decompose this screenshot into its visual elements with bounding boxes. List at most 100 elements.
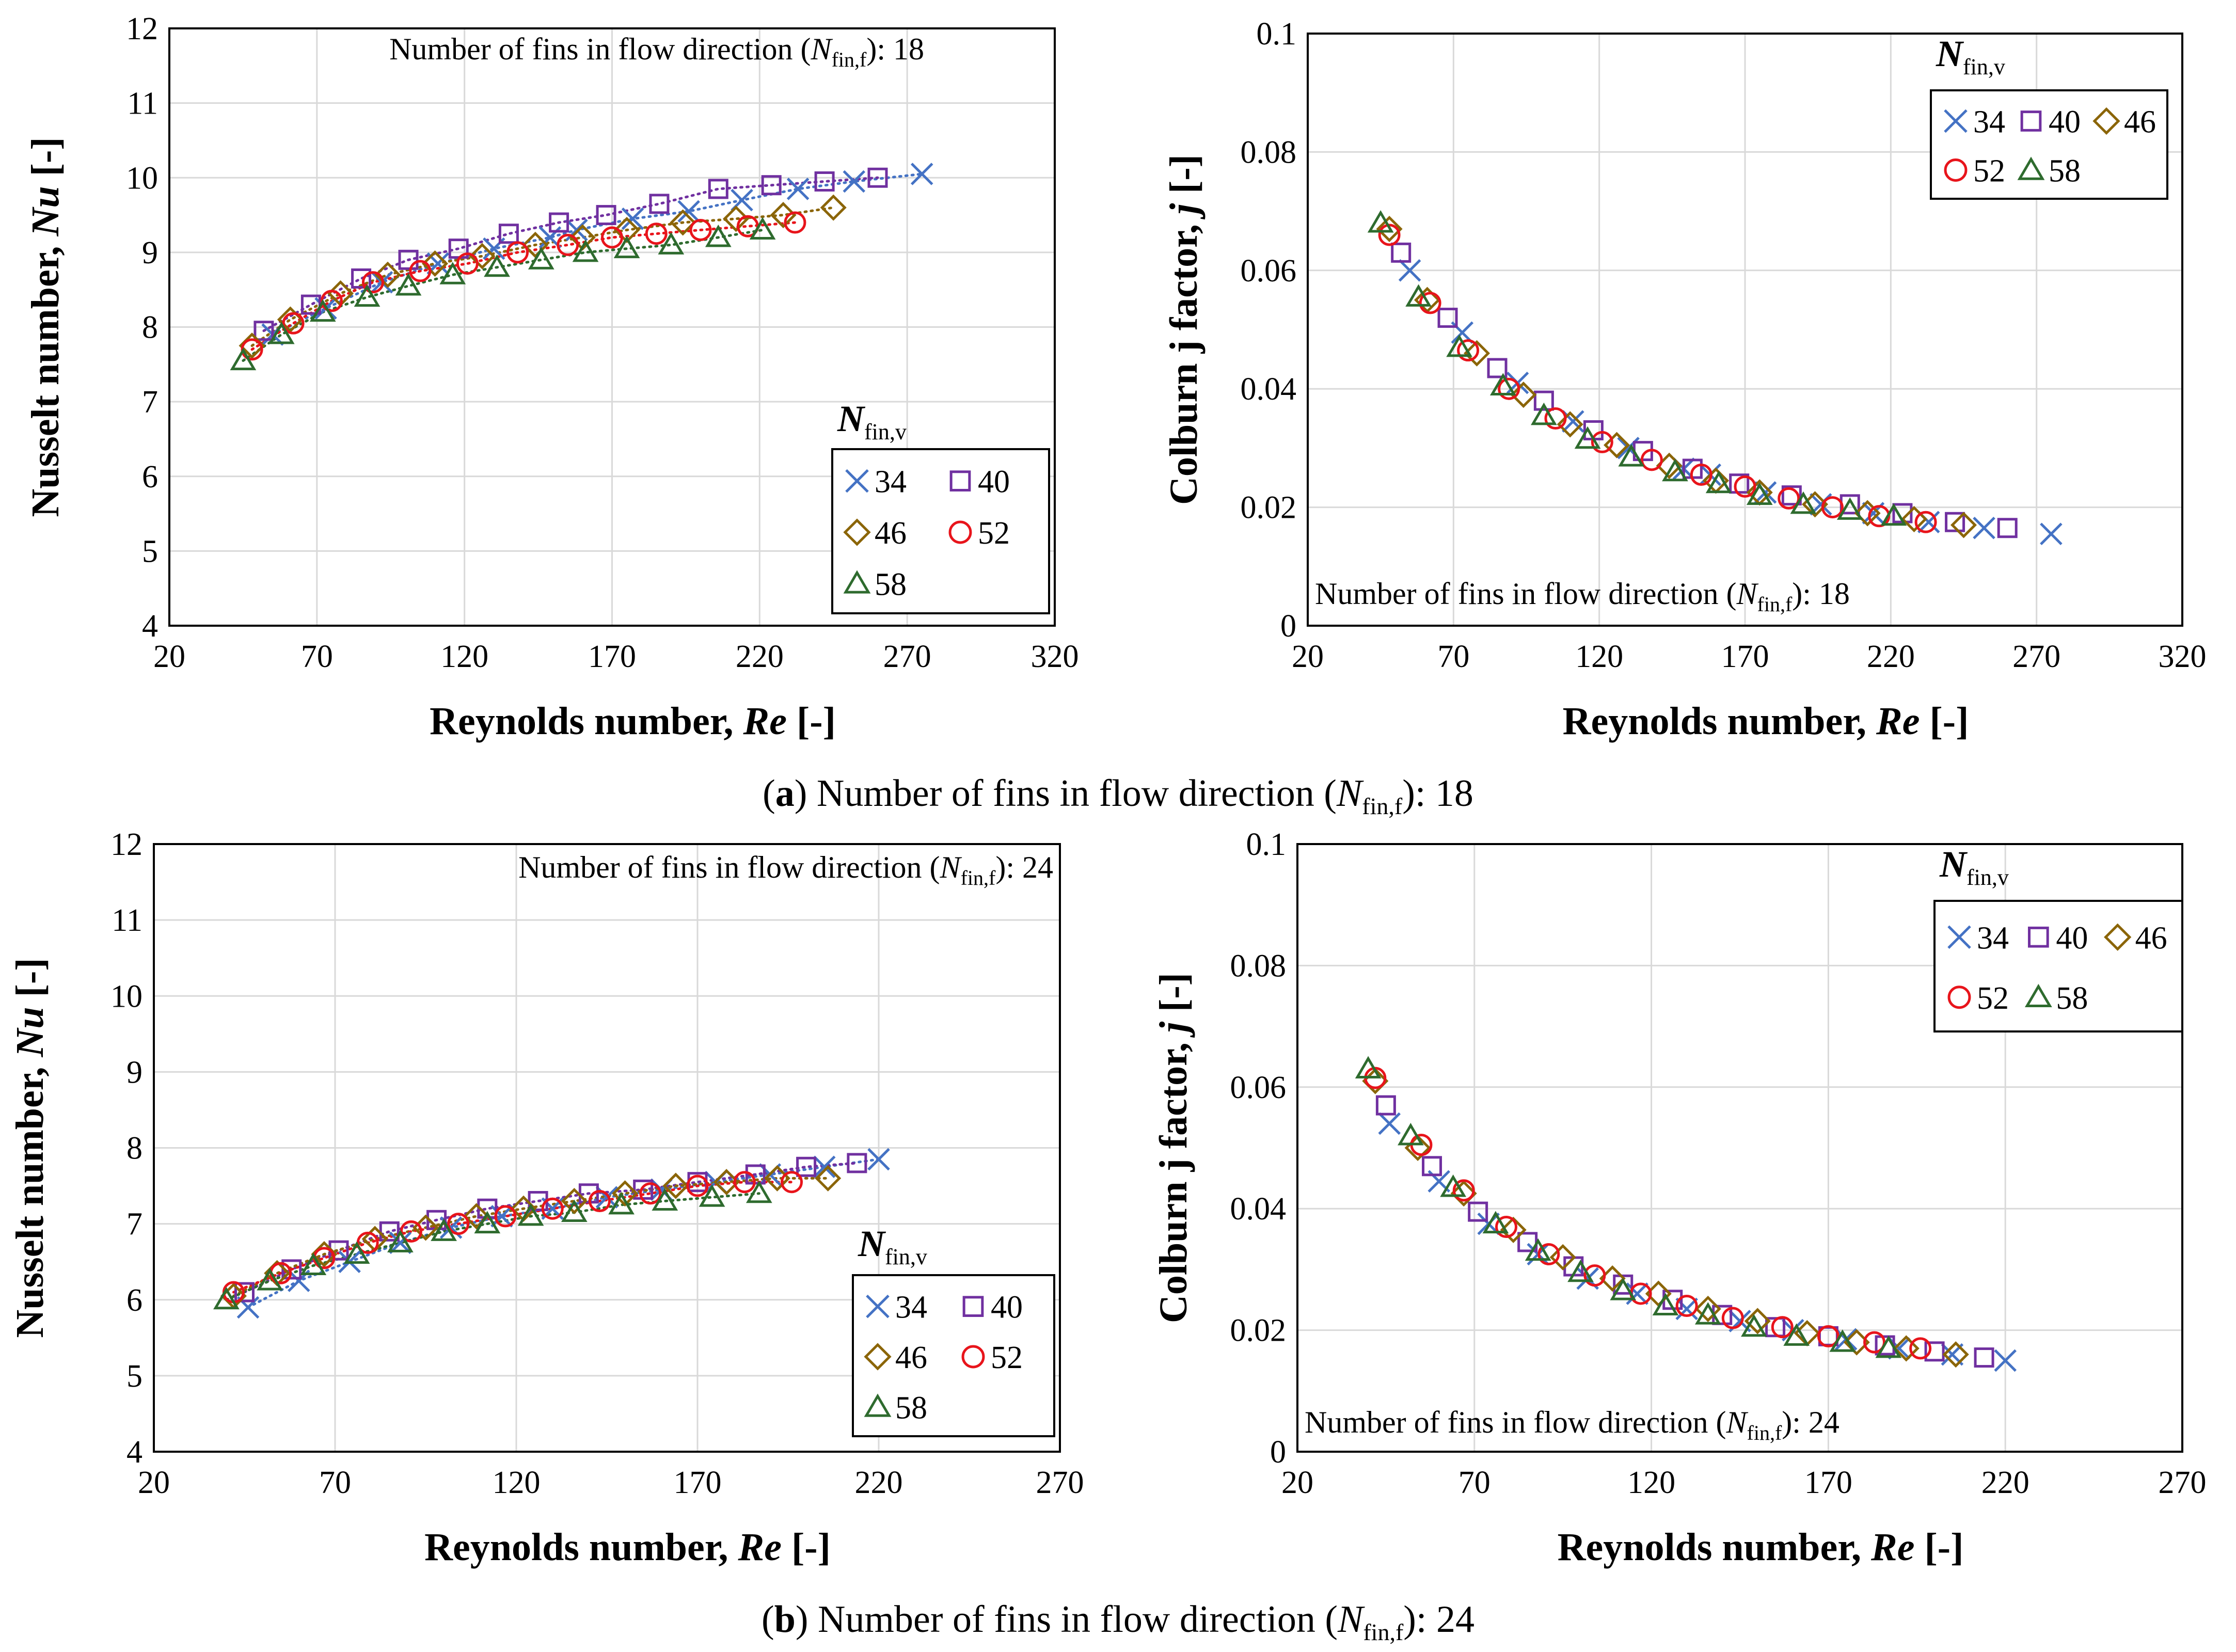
data-point-58: [613, 235, 640, 259]
y-tick-label: 6: [126, 1283, 142, 1318]
series-58: [230, 217, 776, 371]
data-point-40: [796, 1156, 817, 1177]
x-axis-title: Reynolds number, Re [-]: [430, 700, 836, 743]
data-point-52: [1378, 224, 1401, 246]
data-point-58: [608, 1192, 635, 1215]
legend-label-34: 34: [1977, 920, 2009, 956]
data-point-40: [1974, 1347, 1994, 1368]
legend-marker-52: [1947, 986, 1971, 1009]
data-point-58: [1398, 1122, 1424, 1146]
data-point-52: [689, 218, 712, 241]
data-point-52: [639, 1182, 662, 1205]
data-point-46: [1549, 1244, 1576, 1270]
data-point-58: [1355, 1056, 1382, 1078]
data-point-34: [389, 1231, 412, 1254]
data-point-52: [1721, 1307, 1744, 1329]
data-point-40: [1729, 473, 1750, 494]
legend-marker-58: [843, 570, 871, 594]
data-point-34: [1675, 1297, 1698, 1321]
legend-marker-46: [864, 1343, 892, 1371]
series-58: [1355, 1056, 1902, 1358]
data-point-58: [268, 322, 295, 344]
chart-a-nu: 20 70 120 170 220 270 320 4 5 6 7 8 9 10 11 12 Reynolds …: [24, 11, 1079, 743]
x-tick-label: 170: [674, 1465, 722, 1500]
data-point-58: [439, 262, 466, 284]
data-point-46: [815, 1165, 842, 1192]
y-tick-label: 5: [126, 1359, 142, 1394]
data-point-58: [343, 1241, 370, 1264]
legend-label-52: 52: [1977, 981, 2009, 1016]
x-tick-label: 120: [1627, 1465, 1675, 1500]
data-point-40: [1781, 485, 1802, 506]
data-point-46: [670, 209, 696, 236]
data-point-52: [1778, 487, 1800, 510]
data-point-46: [613, 216, 640, 244]
data-point-58: [1694, 1302, 1721, 1325]
data-point-46: [1893, 1335, 1920, 1362]
data-point-58: [230, 347, 257, 371]
y-axis-title: Nusselt number, Nu [-]: [8, 958, 52, 1338]
data-point-58: [658, 232, 685, 255]
legend-marker-58: [2024, 983, 2052, 1008]
data-point-52: [1640, 449, 1663, 471]
plot-frame: [1307, 33, 2183, 627]
series-52: [1364, 1067, 1932, 1360]
data-point-34: [1398, 259, 1421, 282]
data-point-46: [1900, 506, 1928, 533]
data-point-46: [1604, 432, 1630, 458]
data-point-40: [1765, 1317, 1786, 1338]
data-point-52: [686, 1174, 709, 1197]
data-point-34: [2040, 522, 2063, 545]
data-point-34: [843, 170, 866, 193]
legend-label-40: 40: [2056, 920, 2088, 956]
legend-label-58: 58: [895, 1390, 927, 1425]
data-point-58: [300, 1252, 327, 1276]
data-point-58: [1610, 1278, 1637, 1300]
legend-label-52: 52: [991, 1340, 1023, 1375]
series-40: [1391, 242, 2018, 538]
caption-a: (a) Number of fins in flow direction (Nf…: [763, 772, 1473, 819]
x-tick-label: 120: [493, 1465, 541, 1500]
y-tick-label: 0: [1270, 1435, 1286, 1470]
y-tick-label: 4: [142, 609, 158, 644]
series-40: [234, 1153, 867, 1302]
x-tick-label: 170: [588, 639, 636, 674]
data-point-58: [1836, 497, 1863, 520]
y-axis-title: Colburn j factor, j [-]: [1162, 154, 1206, 505]
data-point-58: [1440, 1174, 1467, 1197]
y-tick-label: 9: [142, 235, 158, 271]
x-tick-label: 120: [1575, 639, 1623, 674]
x-tick-label: 220: [1867, 639, 1915, 674]
y-tick-label: 0.08: [1230, 948, 1287, 983]
data-point-46: [463, 1203, 490, 1230]
data-point-52: [1821, 496, 1844, 519]
x-tick-label: 170: [1804, 1465, 1852, 1500]
legend-box: [1933, 900, 2183, 1032]
panel-annotation: Number of fins in flow direction (Nfin,f…: [518, 850, 1053, 889]
data-point-52: [1495, 1216, 1518, 1238]
data-point-58: [1489, 373, 1516, 395]
trendline-58: [225, 1192, 760, 1301]
y-tick-label: 4: [126, 1435, 142, 1470]
data-point-46: [421, 250, 449, 277]
data-point-52: [1817, 1325, 1839, 1347]
series-58: [1367, 210, 1907, 526]
data-point-52: [1452, 1179, 1475, 1202]
data-point-58: [1525, 1238, 1551, 1261]
data-point-58: [705, 224, 732, 247]
data-point-40: [814, 171, 835, 192]
series-52: [241, 211, 806, 361]
trendline-46: [232, 1177, 830, 1297]
data-point-34: [621, 208, 644, 230]
y-tick-label: 11: [112, 903, 142, 938]
data-point-40: [1533, 390, 1554, 411]
data-point-52: [1544, 407, 1567, 430]
legend-label-34: 34: [895, 1290, 927, 1325]
data-point-58: [474, 1211, 501, 1234]
x-tick-label: 70: [301, 639, 333, 674]
y-tick-label: 0.02: [1230, 1313, 1287, 1348]
data-point-58: [1790, 491, 1817, 514]
x-tick-label: 270: [2012, 639, 2060, 674]
data-point-46: [1950, 512, 1977, 538]
data-point-40: [379, 1221, 400, 1242]
